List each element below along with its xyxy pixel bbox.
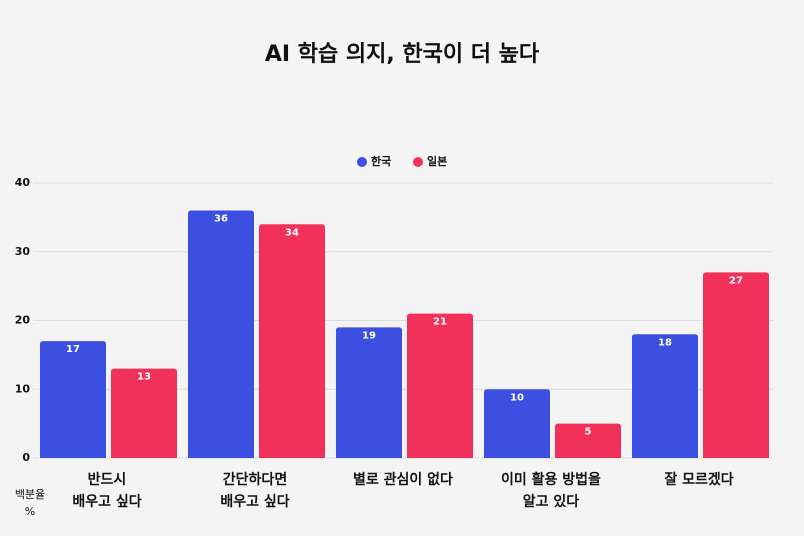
bar [188, 210, 254, 458]
x-tick-label: 배우고 싶다 [220, 494, 289, 510]
value-label: 17 [66, 344, 80, 355]
legend-marker [357, 157, 367, 167]
value-label: 13 [137, 372, 151, 383]
bar [336, 327, 402, 458]
value-label: 27 [729, 275, 743, 286]
x-tick-label: 반드시 [88, 471, 127, 488]
value-label: 21 [433, 317, 447, 328]
x-tick-label: 알고 있다 [523, 494, 580, 510]
y-axis-label: % [25, 505, 35, 518]
x-tick-label: 간단하다면 [223, 471, 287, 488]
value-label: 34 [285, 227, 299, 238]
value-label: 36 [214, 214, 228, 225]
x-tick-label: 배우고 싶다 [72, 494, 141, 510]
y-tick-label: 10 [15, 382, 31, 395]
value-label: 10 [510, 392, 524, 403]
value-label: 5 [585, 427, 592, 438]
x-tick-label: 별로 관심이 없다 [353, 471, 453, 488]
y-tick-label: 20 [15, 314, 31, 327]
y-tick-label: 0 [22, 451, 30, 464]
y-axis-label: 백분율 [15, 488, 45, 501]
legend-label: 한국 [371, 154, 391, 168]
bar [40, 341, 106, 458]
bar [632, 334, 698, 458]
x-tick-label: 잘 모르겠다 [664, 471, 733, 488]
bar [407, 313, 473, 458]
bar [703, 272, 769, 458]
bar [111, 368, 177, 458]
bar [484, 389, 550, 458]
x-tick-label: 이미 활용 방법을 [501, 471, 601, 488]
y-tick-label: 30 [15, 245, 31, 258]
legend-marker [413, 157, 423, 167]
bar [555, 423, 621, 458]
value-label: 19 [362, 330, 376, 341]
value-label: 18 [658, 337, 672, 348]
bar [259, 224, 325, 458]
chart-title: AI 학습 의지, 한국이 더 높다 [265, 42, 540, 67]
legend-label: 일본 [427, 154, 447, 168]
y-tick-label: 40 [15, 176, 31, 189]
